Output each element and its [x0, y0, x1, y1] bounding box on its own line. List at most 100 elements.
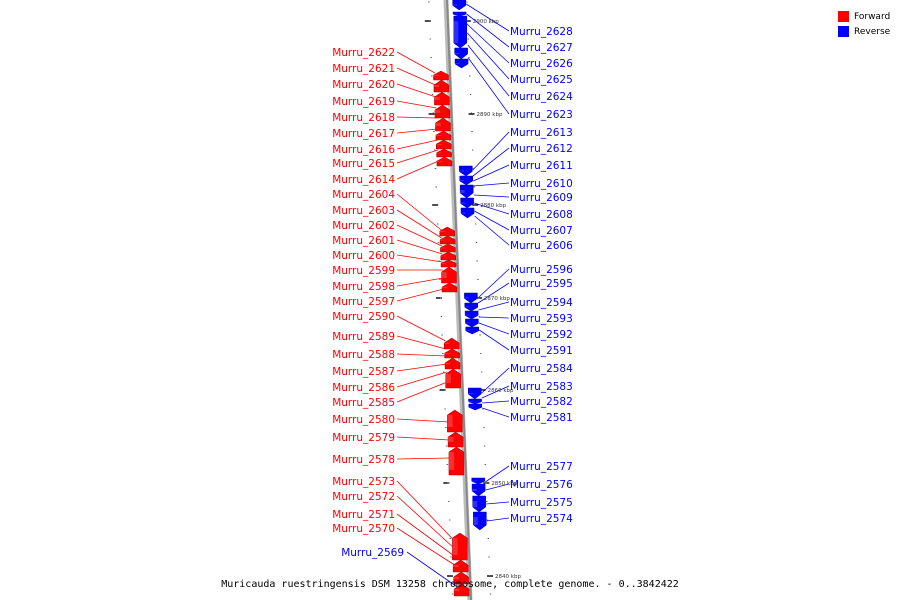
forward-leader-line: [396, 381, 448, 403]
ruler-label: 2870 kbp: [484, 296, 510, 302]
gene-highlight: [472, 501, 478, 507]
forward-gene-arrow: [435, 130, 452, 141]
reverse-gene-label: Murru_2628: [510, 26, 573, 38]
forward-leader-line: [396, 83, 437, 98]
reverse-leader-line: [482, 407, 510, 418]
gene-highlight: [459, 180, 465, 181]
forward-gene-arrow: [436, 156, 453, 167]
forward-leader-line: [396, 209, 442, 239]
reverse-gene-arrow: [471, 477, 485, 485]
forward-leader-line: [396, 51, 436, 74]
forward-gene-label: Murru_2572: [332, 491, 395, 503]
reverse-gene-arrow: [459, 184, 474, 199]
gene-highlight: [436, 161, 443, 162]
gene-highlight: [452, 538, 458, 555]
forward-gene-label: Murru_2578: [332, 454, 395, 466]
gene-highlight: [453, 21, 459, 43]
gene-highlight: [441, 263, 447, 264]
reverse-leader-line: [473, 164, 510, 182]
reverse-leader-line: [486, 501, 510, 505]
forward-gene-label: Murru_2614: [332, 174, 395, 186]
gene-highlight: [434, 97, 440, 100]
reverse-gene-label: Murru_2623: [510, 109, 573, 121]
reverse-gene-arrow: [468, 398, 482, 405]
reverse-gene-arrow: [459, 165, 473, 177]
forward-gene-label: Murru_2587: [332, 366, 395, 378]
forward-gene-arrow: [435, 117, 451, 132]
forward-gene-label: Murru_2579: [332, 432, 395, 444]
reverse-leader-line: [478, 329, 510, 351]
gene-highlight: [440, 247, 446, 249]
backbone-line: [446, 0, 472, 600]
forward-leader-line: [396, 335, 447, 350]
gene-highlight: [433, 75, 439, 76]
gene-highlight: [468, 392, 473, 395]
gene-labels: Murru_2622 Murru_2621 Murru_2620 Murru_2619…: [332, 26, 573, 559]
forward-leader-line: [396, 315, 446, 342]
reverse-gene-label: Murru_2606: [510, 240, 573, 252]
ruler-label: 2860 kbp: [488, 388, 514, 394]
gene-highlight: [468, 401, 474, 402]
gene-highlight: [460, 190, 465, 193]
gene-highlight: [435, 135, 442, 136]
gene-highlight: [445, 362, 451, 365]
forward-gene-arrow: [452, 559, 469, 573]
map-caption: Muricauda ruestringensis DSM 13258 chrom…: [221, 579, 679, 590]
reverse-leader-line: [478, 301, 510, 311]
reverse-gene-label: Murru_2591: [510, 345, 573, 357]
forward-gene-label: Murru_2599: [332, 265, 395, 277]
gene-highlight: [445, 374, 451, 383]
reverse-gene-label: Murru_2594: [510, 297, 573, 309]
reverse-gene-arrow: [452, 11, 467, 17]
ruler-label: 2850 kbp: [491, 481, 517, 487]
forward-leader-line: [396, 100, 437, 109]
forward-gene-arrow: [439, 235, 456, 245]
gene-highlight: [464, 297, 469, 299]
gene-highlight: [452, 4, 458, 6]
gene-highlight: [434, 110, 441, 113]
forward-gene-arrow: [448, 446, 465, 476]
gene-highlight: [447, 415, 453, 427]
gene-highlight: [472, 489, 477, 491]
reverse-leader-line: [486, 517, 510, 522]
forward-leader-line: [396, 353, 447, 357]
reverse-gene-arrow: [471, 483, 486, 497]
reverse-leader-line: [467, 57, 510, 115]
forward-gene-label: Murru_2601: [332, 235, 395, 247]
forward-leader-line: [396, 149, 439, 164]
legend: Forward Reverse: [838, 9, 890, 39]
reverse-gene-label: Murru_2613: [510, 127, 573, 139]
legend-reverse: Reverse: [838, 24, 890, 39]
legend-reverse-label: Reverse: [854, 26, 891, 37]
forward-gene-arrow: [433, 79, 450, 93]
reverse-gene-arrow: [467, 387, 482, 400]
reverse-leader-line: [406, 551, 462, 591]
reverse-leader-line: [473, 194, 510, 198]
gene-highlight: [436, 152, 442, 154]
reverse-leader-line: [478, 322, 510, 335]
reverse-leader-line: [482, 400, 510, 404]
reverse-leader-line: [472, 131, 510, 171]
forward-leader-line: [396, 480, 454, 541]
reverse-gene-label: Murru_2583: [510, 381, 573, 393]
legend-forward: Forward: [838, 9, 890, 24]
forward-gene-arrow: [440, 259, 457, 268]
gene-highlight: [454, 589, 460, 591]
forward-leader-line: [396, 277, 444, 287]
forward-leader-line: [396, 436, 450, 441]
forward-gene-label: Murru_2620: [332, 79, 395, 91]
gene-highlight: [460, 202, 466, 204]
reverse-gene-label: Murru_2609: [510, 192, 573, 204]
forward-gene-label: Murru_2570: [332, 523, 395, 535]
gene-highlight: [444, 342, 450, 345]
forward-leader-line: [396, 224, 443, 247]
forward-leader-line: [396, 128, 438, 134]
reverse-gene-arrow: [465, 326, 479, 335]
reverse-gene-arrow: [460, 197, 474, 209]
forward-gene-label: Murru_2571: [332, 509, 395, 521]
reverse-leader-line: [466, 13, 510, 48]
forward-gene-label: Murru_2573: [332, 476, 395, 488]
forward-gene-arrow: [439, 226, 456, 237]
reverse-leader-line: [466, 23, 510, 64]
forward-gene-arrow: [452, 532, 468, 561]
